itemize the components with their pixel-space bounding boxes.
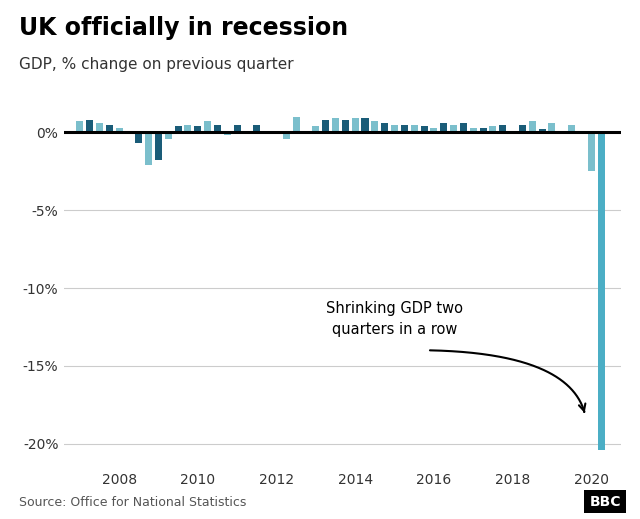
Bar [303,132,310,134]
Bar [332,118,339,132]
Bar [283,132,290,139]
Bar [224,132,231,135]
Bar [430,128,437,132]
Bar [548,123,556,132]
Bar [351,118,359,132]
Bar [145,132,152,165]
Bar [568,125,575,132]
Bar [234,125,241,132]
Text: Shrinking GDP two
quarters in a row: Shrinking GDP two quarters in a row [326,301,463,336]
Bar [253,125,260,132]
Bar [96,123,103,132]
Bar [243,131,250,132]
Bar [470,128,477,132]
Bar [292,117,300,132]
Bar [460,123,467,132]
Bar [312,126,319,132]
Bar [164,132,172,139]
Bar [420,126,428,132]
Text: BBC: BBC [589,495,621,509]
Bar [578,131,585,132]
Bar [76,121,83,132]
Bar [116,128,123,132]
Bar [529,121,536,132]
Bar [499,125,506,132]
Bar [106,125,113,132]
Text: UK officially in recession: UK officially in recession [19,16,348,39]
Bar [204,121,211,132]
Bar [175,126,182,132]
Bar [519,125,526,132]
Bar [125,132,132,134]
Bar [479,128,486,132]
Bar [391,125,398,132]
Bar [440,123,447,132]
Bar [598,132,605,450]
Bar [263,132,270,134]
Bar [195,126,202,132]
Bar [371,121,378,132]
Bar [509,131,516,132]
Bar [342,120,349,132]
Bar [588,132,595,171]
Bar [490,126,497,132]
Bar [214,125,221,132]
Bar [411,125,418,132]
Bar [538,129,546,132]
Bar [135,132,142,143]
Bar [322,120,329,132]
Bar [273,132,280,134]
Bar [401,125,408,132]
Bar [155,132,162,160]
Text: GDP, % change on previous quarter: GDP, % change on previous quarter [19,57,294,72]
Bar [362,118,369,132]
Bar [86,120,93,132]
Bar [381,123,388,132]
Text: Source: Office for National Statistics: Source: Office for National Statistics [19,496,246,509]
Bar [184,125,191,132]
Bar [450,125,457,132]
